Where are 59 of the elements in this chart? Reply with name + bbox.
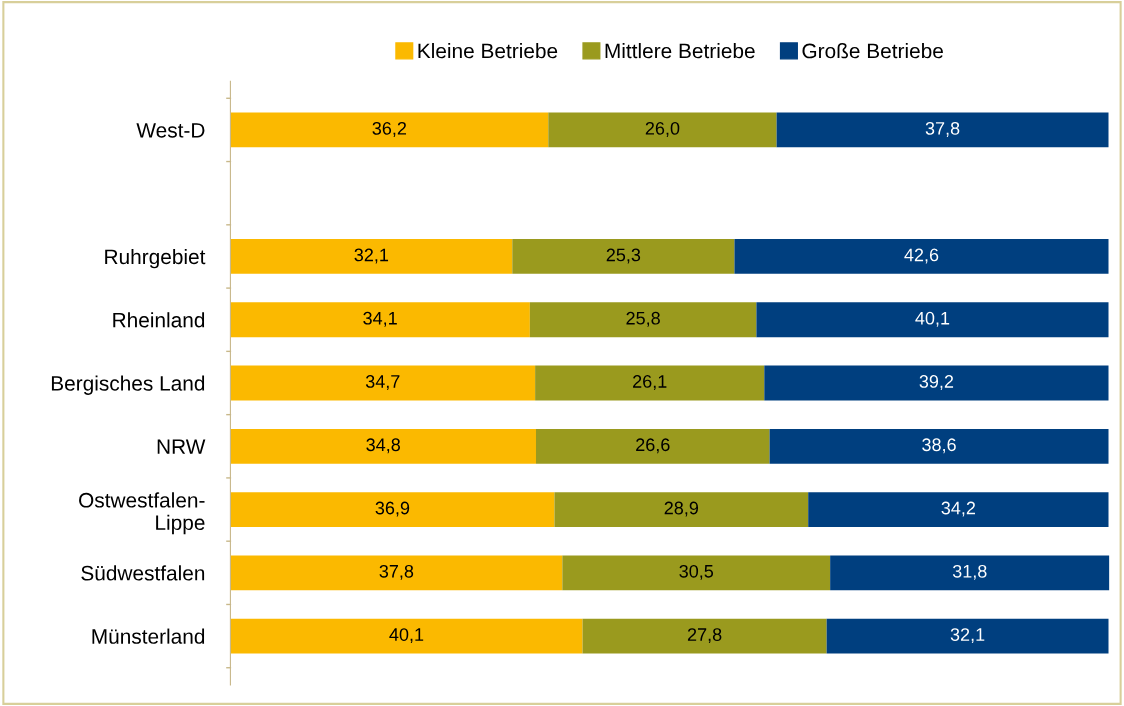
bar — [769, 428, 1109, 464]
data-label: 27,8 — [687, 628, 722, 644]
y-tick-label: Ruhrgebiet — [105, 248, 206, 269]
bar — [756, 302, 1109, 338]
data-label: 36,9 — [375, 501, 410, 517]
y-tick-label: NRW — [157, 439, 206, 454]
bar — [536, 428, 770, 464]
legend-label: Kleine Betriebe — [418, 43, 558, 59]
bar — [230, 302, 530, 338]
legend-label: Mittlere Betriebe — [605, 43, 755, 59]
y-tick-label: Südwestfalen — [81, 565, 205, 581]
data-label: 37,8 — [925, 121, 960, 137]
data-label: 25,3 — [606, 248, 641, 264]
bar — [230, 555, 563, 591]
data-label: 42,6 — [904, 248, 939, 264]
bar — [512, 239, 735, 274]
bar — [764, 365, 1109, 401]
bar — [230, 112, 549, 148]
legend-label: Große Betriebe — [802, 43, 943, 59]
bar — [230, 492, 555, 527]
data-label: 26,0 — [645, 121, 680, 137]
data-label: 36,2 — [372, 121, 407, 137]
bar — [808, 492, 1109, 527]
y-tick-label: West-D — [136, 123, 205, 138]
y-tick-label: Rheinland — [113, 312, 205, 328]
data-label: 31,8 — [952, 564, 987, 580]
bar — [734, 239, 1109, 274]
bar — [230, 618, 583, 654]
data-label: 26,6 — [636, 438, 670, 454]
bar — [230, 428, 536, 464]
bar — [554, 492, 809, 527]
data-label: 40,1 — [389, 628, 424, 644]
y-tick-label: Münsterland — [92, 628, 205, 644]
bar — [562, 555, 831, 591]
data-label: 37,8 — [379, 564, 414, 580]
data-label: 32,1 — [950, 628, 985, 644]
data-label: 38,6 — [922, 438, 956, 454]
data-label: 34,2 — [941, 501, 976, 517]
data-label: 32,1 — [354, 248, 389, 264]
data-label: 40,1 — [915, 311, 950, 327]
bar — [582, 618, 827, 654]
data-label: 34,1 — [363, 311, 397, 327]
data-label: 39,2 — [919, 375, 954, 390]
bar — [830, 555, 1110, 591]
y-tick-label: Ostwestfalen- Lippe — [79, 492, 205, 535]
y-tick-label: Bergisches Land — [51, 375, 205, 395]
bar — [230, 365, 536, 401]
bar — [535, 365, 765, 401]
data-label: 34,8 — [366, 438, 400, 454]
data-label: 28,9 — [664, 501, 699, 517]
data-label: 26,1 — [633, 375, 667, 390]
bar — [230, 239, 513, 274]
data-label: 34,7 — [365, 375, 400, 390]
bar — [826, 618, 1109, 654]
data-label: 30,5 — [679, 564, 714, 580]
bar — [548, 112, 777, 148]
bar — [529, 302, 757, 338]
data-label: 25,8 — [626, 311, 660, 327]
bar — [776, 112, 1109, 148]
